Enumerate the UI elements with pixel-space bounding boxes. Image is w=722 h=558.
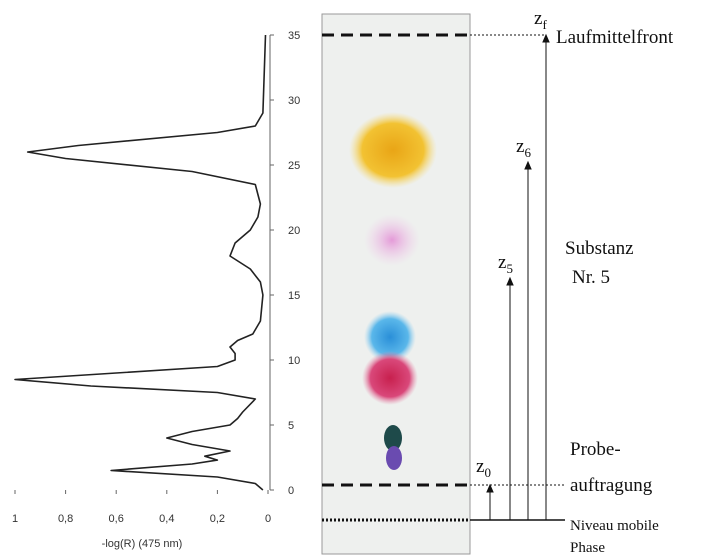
level-label: Niveau mobile (570, 518, 659, 534)
x-tick-label: 0 (265, 513, 271, 525)
tlc-plate (322, 14, 470, 554)
y-tick-label: 35 (288, 30, 300, 42)
z-label: zf (534, 8, 547, 32)
x-tick-label: 0,6 (109, 513, 124, 525)
x-tick-label: 1 (12, 513, 18, 525)
y-tick-label: 5 (288, 420, 294, 432)
spot (349, 112, 437, 188)
y-tick-label: 10 (288, 355, 300, 367)
y-tick-label: 20 (288, 225, 300, 237)
spot (362, 351, 418, 405)
y-tick-label: 0 (288, 485, 294, 497)
x-tick-label: 0,2 (210, 513, 225, 525)
substance-label: Nr. 5 (572, 267, 610, 288)
x-axis-label: -log(R) (475 nm) (102, 538, 183, 550)
z-label: z5 (498, 252, 513, 276)
front-label: Laufmittelfront (556, 27, 674, 48)
z-label: z6 (516, 136, 531, 160)
x-tick-label: 0,8 (58, 513, 73, 525)
density-curve (15, 35, 266, 490)
spot (364, 214, 420, 266)
spot (386, 446, 402, 470)
y-tick-label: 25 (288, 160, 300, 172)
level-label: Phase (570, 540, 605, 556)
application-label: Probe- (570, 439, 621, 460)
y-tick-label: 15 (288, 290, 300, 302)
application-label: auftragung (570, 475, 653, 496)
z-label: z0 (476, 456, 491, 480)
substance-label: Substanz (565, 238, 634, 259)
y-tick-label: 30 (288, 95, 300, 107)
x-tick-label: 0,4 (159, 513, 174, 525)
figure: z0 z5 z6 zf Laufmittelfront Substanz Nr.… (0, 0, 722, 558)
